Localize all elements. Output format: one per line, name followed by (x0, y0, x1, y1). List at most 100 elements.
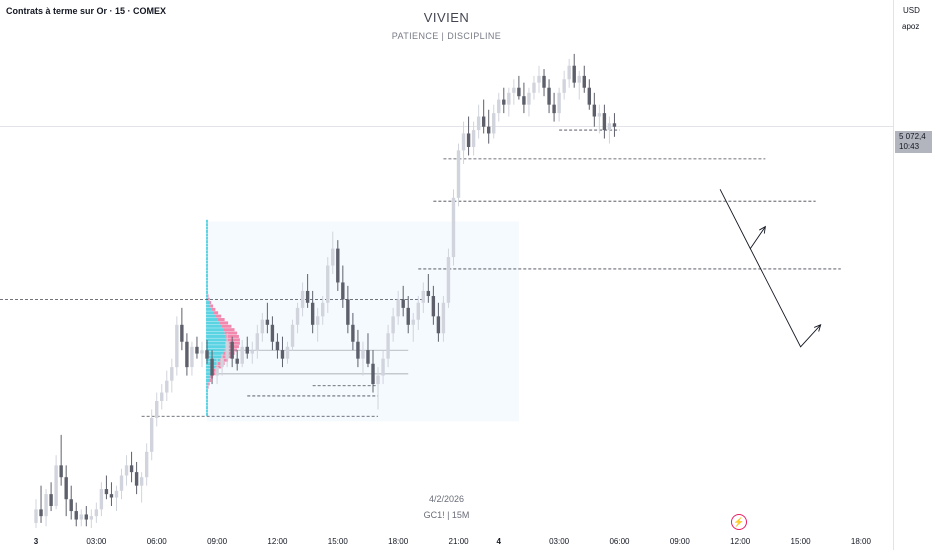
candle-body (109, 494, 114, 498)
x-tick-label: 18:00 (388, 537, 409, 546)
x-tick-label: 3 (34, 537, 39, 546)
symbol-title[interactable]: Contrats à terme sur Or · 15 · COMEX (6, 6, 167, 16)
volume-profile-bar-up (206, 328, 224, 332)
volume-profile-bar-down (207, 290, 209, 294)
candle-body (582, 75, 586, 88)
currency-label[interactable]: USD (903, 6, 920, 15)
volume-profile-bar-down (207, 294, 209, 298)
volume-profile-bar-up (206, 314, 216, 318)
candle-body (230, 341, 234, 359)
volume-profile-bar-down (213, 311, 219, 315)
x-tick-label: 03:00 (549, 537, 570, 546)
candle-body (502, 99, 506, 105)
volume-profile-bar-down (207, 280, 209, 284)
volume-profile-bar-up (206, 263, 208, 267)
candle-body (416, 302, 420, 320)
candle-body (481, 116, 486, 127)
candle-body (592, 104, 597, 117)
candle-body (487, 126, 491, 134)
volume-profile-bar-down (207, 385, 209, 389)
volume-profile-bar-up (206, 412, 208, 416)
candle-body (366, 350, 370, 364)
candle-body (567, 65, 571, 80)
volume-profile-bar-up (206, 402, 208, 406)
account-label[interactable]: apoz (902, 22, 920, 31)
candle-body (401, 299, 405, 308)
volume-profile-bar-down (225, 334, 239, 338)
projection-arrow (719, 189, 766, 250)
candle-body (421, 290, 426, 303)
candle-body (522, 96, 526, 105)
candle-body (79, 514, 83, 520)
x-tick-label: 18:00 (851, 537, 872, 546)
volume-profile-bar-down (207, 402, 209, 406)
volume-profile-bar-up (206, 409, 208, 413)
candle-body (149, 417, 154, 452)
candle-body (321, 302, 325, 317)
volume-profile-bar-down (207, 253, 209, 257)
candle-body (265, 319, 270, 325)
volume-profile-bar-down (224, 331, 238, 335)
candle-body (155, 401, 159, 418)
x-tick-label: 09:00 (670, 537, 691, 546)
x-tick-label: 12:00 (267, 537, 288, 546)
candle-body (386, 333, 390, 359)
candle-body (49, 494, 53, 506)
volume-profile-bar-up (206, 318, 218, 322)
volume-profile-bar-up (206, 348, 225, 352)
watermark-symbol: GC1! | 15M (423, 510, 470, 520)
volume-profile-bar-down (211, 307, 216, 311)
volume-profile-bar-up (206, 389, 208, 393)
volume-profile-bar-up (206, 290, 208, 294)
candle-body (537, 75, 541, 83)
candle-body (607, 123, 612, 131)
candle-body (99, 489, 104, 510)
candle-body (507, 92, 511, 105)
candle-body (275, 341, 280, 351)
volume-profile-bar-down (207, 409, 209, 413)
candle-body (165, 380, 169, 393)
volume-profile-bar-up (206, 240, 208, 244)
profile-range-shade (207, 221, 519, 422)
volume-profile-bar-up (206, 257, 208, 261)
price-axis[interactable] (893, 0, 932, 550)
candle-body (195, 346, 199, 354)
volume-profile-bar-up (206, 355, 222, 359)
candle-body (94, 509, 99, 517)
candle-body (160, 392, 164, 401)
x-tick-label: 15:00 (328, 537, 349, 546)
volume-profile-bar-down (207, 277, 209, 281)
volume-profile-bar-down (207, 399, 209, 403)
volume-profile-bar-up (206, 331, 225, 335)
candle-body (305, 290, 310, 303)
candle-body (260, 319, 265, 334)
candle-body (572, 65, 576, 83)
candle-body (446, 257, 451, 303)
candle-body (336, 248, 340, 283)
last-price-value: 5 072,4 (899, 132, 926, 141)
volume-profile-bar-down (217, 318, 225, 322)
volume-profile-bar-up (206, 267, 208, 271)
candle-body (59, 465, 63, 478)
volume-profile-bar-up (206, 284, 208, 288)
volume-profile-bar-down (223, 351, 235, 355)
candle-body (104, 489, 109, 495)
candle-body (426, 290, 431, 297)
candle-body (134, 472, 139, 486)
volume-profile-bar-up (206, 260, 208, 264)
candle-body (356, 341, 360, 359)
candle-body (391, 316, 395, 334)
volume-profile-bar-up (206, 304, 211, 308)
volume-profile-bar-up (206, 406, 208, 410)
volume-profile-bar-up (206, 345, 226, 349)
candle-body (205, 350, 209, 359)
volume-profile-bar-up (206, 229, 208, 233)
candle-body (376, 375, 380, 385)
volume-profile-bar-up (206, 287, 208, 291)
lightning-icon[interactable]: ⚡ (731, 514, 747, 530)
volume-profile-bar-up (206, 226, 208, 230)
candle-body (144, 451, 149, 478)
volume-profile-bar-down (207, 274, 209, 277)
x-tick-label: 06:00 (147, 537, 168, 546)
